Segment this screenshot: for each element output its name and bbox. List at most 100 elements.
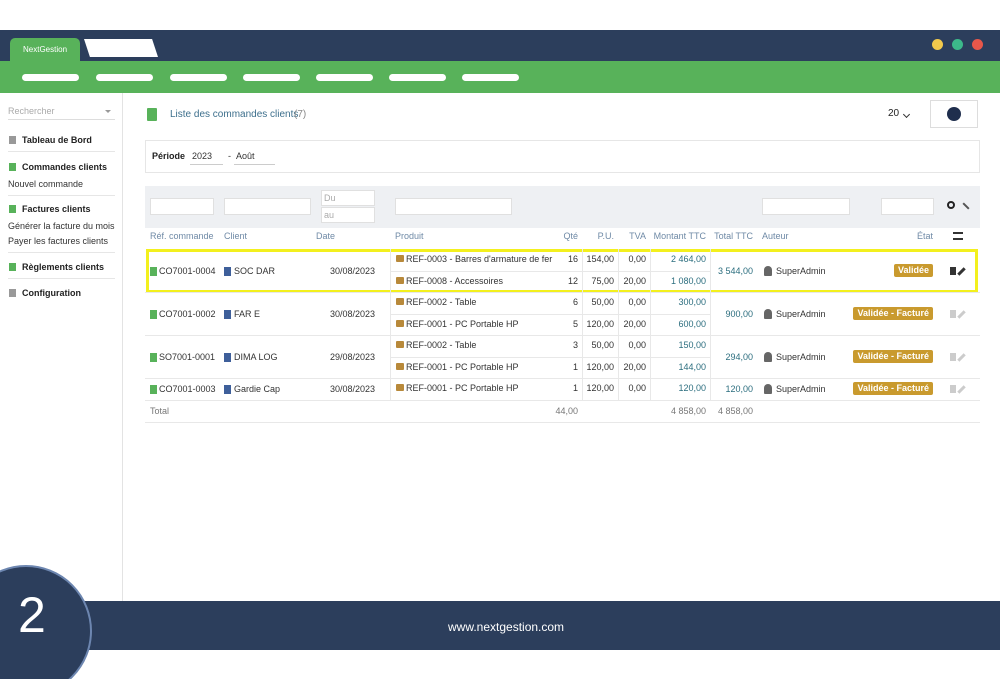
footer: [0, 601, 1000, 650]
product-icon: [396, 341, 404, 349]
total-cell-border: [710, 378, 711, 400]
client-name: SOC DAR: [234, 265, 276, 276]
menu-item: Commandes clients: [22, 162, 108, 172]
qty: 16: [567, 254, 578, 265]
date-from-placeholder: Du: [324, 193, 336, 203]
cell-border: [582, 356, 583, 378]
menu-separator: [8, 278, 115, 279]
active-tab: [10, 38, 80, 61]
cell-border: [650, 313, 651, 335]
status-badge: Validée - Facturé: [853, 306, 933, 320]
order-date: 30/08/2023: [329, 265, 375, 276]
delete-icon[interactable]: [950, 352, 956, 361]
product-icon: [396, 384, 404, 392]
column-header: Client: [224, 231, 248, 241]
unit-price: 120,00: [586, 361, 614, 372]
date-to-placeholder: au: [324, 210, 335, 220]
filter-input[interactable]: [150, 198, 214, 215]
client-name: Gardie Cap: [234, 383, 281, 394]
qty: 12: [567, 275, 578, 286]
cell-border: [582, 313, 583, 335]
cell-border: [582, 249, 583, 271]
search-icon[interactable]: [947, 201, 955, 209]
product-name: REF-0001 - PC Portable HP: [406, 383, 519, 394]
footer-url: www.nextgestion.com: [448, 620, 565, 634]
amount: 2 464,00: [670, 254, 706, 265]
inactive-tab: [84, 39, 158, 57]
dot-red: [972, 39, 983, 50]
top-bar: [0, 30, 1000, 61]
year-underline: [190, 164, 223, 165]
period-label: Période: [152, 151, 186, 161]
order-ref: CO7001-0002: [159, 308, 216, 319]
date-from-input[interactable]: [321, 190, 375, 206]
filter-input[interactable]: [224, 198, 311, 215]
tab-label: NextGestion: [23, 45, 68, 54]
author: SuperAdmin: [776, 308, 826, 319]
unit-price: 120,00: [586, 318, 614, 329]
highlight: [146, 249, 978, 293]
delete-icon[interactable]: [950, 266, 956, 275]
cell-border: [618, 313, 619, 335]
unit-price: 50,00: [591, 297, 614, 308]
line-separator: [390, 270, 710, 272]
delete-icon[interactable]: [950, 309, 956, 318]
unit-price: 120,00: [586, 383, 614, 394]
page-count: (7): [294, 109, 307, 120]
nav-pill: [243, 74, 300, 81]
tva: 0,00: [628, 383, 646, 394]
qty: 5: [572, 318, 578, 329]
step-number: 2: [18, 587, 46, 643]
month-underline: [234, 164, 275, 165]
product-name: REF-0002 - Table: [406, 340, 477, 351]
row-separator: [145, 399, 980, 401]
submenu-item: Générer la facture du mois: [8, 221, 115, 231]
edit-icon[interactable]: [957, 352, 966, 362]
tva: 20,00: [623, 318, 646, 329]
date-to-input[interactable]: [321, 207, 375, 223]
unit-price: 154,00: [586, 254, 614, 265]
nav-pill: [96, 74, 153, 81]
product-icon: [396, 298, 404, 306]
author: SuperAdmin: [776, 265, 826, 276]
client-icon: [224, 352, 231, 362]
author-icon: [764, 308, 772, 319]
total-cell-border: [710, 249, 711, 292]
cell-border: [618, 270, 619, 292]
order-total: 294,00: [725, 351, 753, 362]
qty: 6: [572, 297, 578, 308]
cell-border: [618, 335, 619, 357]
tva: 20,00: [623, 275, 646, 286]
filter-input[interactable]: [881, 198, 934, 215]
line-separator: [390, 356, 710, 358]
add-icon: [947, 107, 961, 121]
filter-input[interactable]: [762, 198, 850, 215]
menu-icon: [9, 136, 16, 144]
cell-border: [582, 270, 583, 292]
row-separator: [145, 378, 980, 379]
row-separator: [145, 335, 980, 336]
menu-item: Configuration: [22, 288, 81, 298]
status-badge: Validée - Facturé: [853, 381, 933, 395]
product-name: REF-0001 - PC Portable HP: [406, 318, 519, 329]
period-sep: -: [228, 151, 231, 161]
submenu-item: Payer les factures clients: [8, 236, 109, 246]
edit-icon[interactable]: [957, 385, 966, 394]
cell-border: [650, 292, 651, 314]
column-header: TVA: [629, 231, 646, 241]
filter-input[interactable]: [395, 198, 512, 215]
nav-pill: [22, 74, 79, 81]
delete-icon[interactable]: [950, 384, 956, 393]
cell-border: [650, 249, 651, 271]
column-header: Auteur: [762, 231, 789, 241]
page-title: Liste des commandes clients: [170, 109, 299, 120]
amount: 120,00: [678, 383, 706, 394]
page-size-caret[interactable]: [902, 110, 911, 119]
menu-icon: [9, 263, 16, 271]
cell-border: [650, 356, 651, 378]
edit-icon[interactable]: [957, 309, 966, 319]
menu-separator: [8, 252, 115, 253]
period-box: [145, 140, 980, 173]
status-badge: Validée - Facturé: [853, 349, 933, 363]
